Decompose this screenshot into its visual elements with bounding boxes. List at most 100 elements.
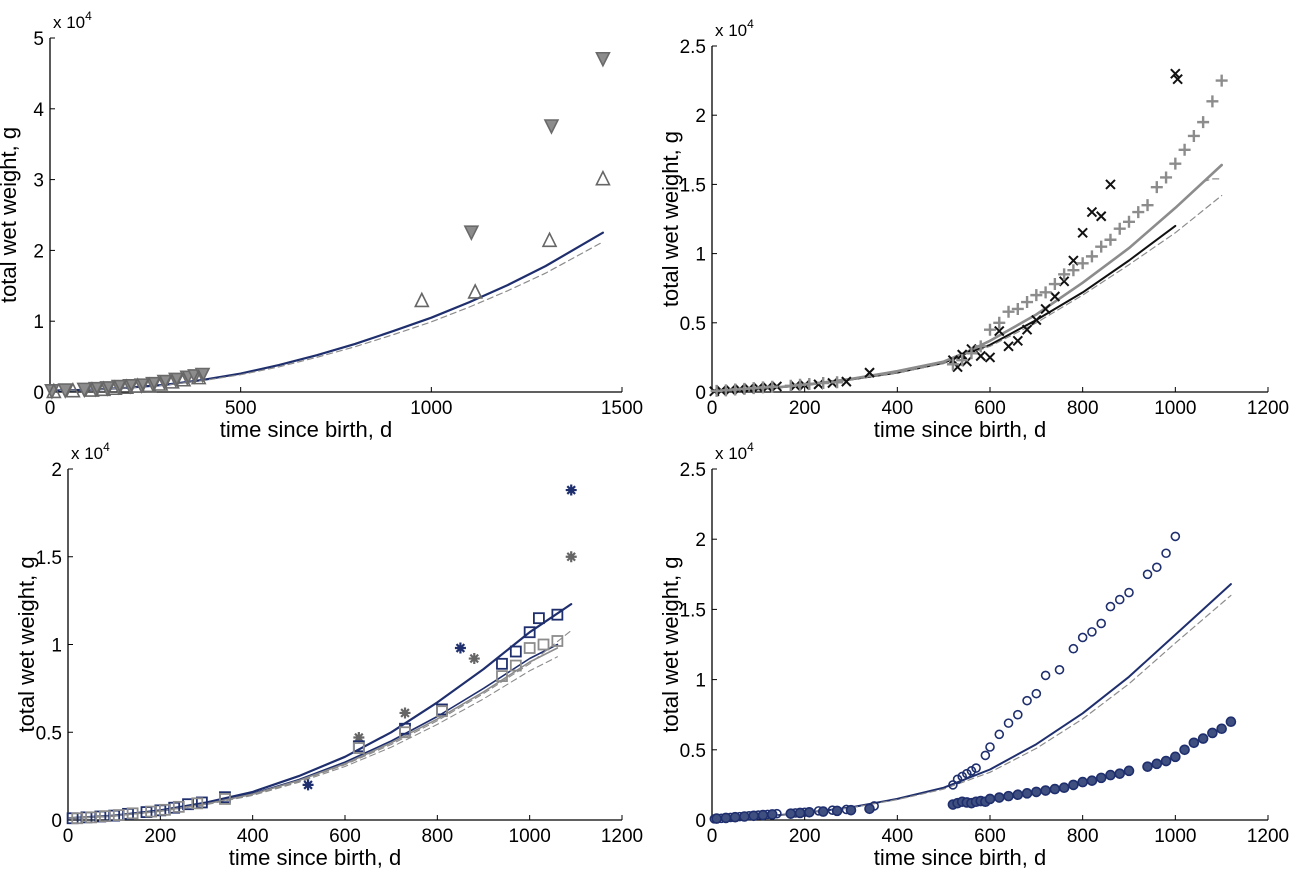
marker-circle-31	[1087, 627, 1097, 637]
series-line-5	[68, 602, 573, 820]
y-tick-label: 0	[695, 811, 706, 832]
marker-star-0	[302, 779, 314, 791]
marker-square-1	[85, 811, 97, 824]
marker-x-30	[1077, 227, 1088, 239]
marker-circle-26	[1031, 688, 1042, 699]
marker-circle-25	[1012, 789, 1024, 801]
marker-circle-32	[1077, 776, 1088, 788]
marker-x-12	[841, 376, 852, 387]
series-points-2	[711, 716, 1237, 824]
marker-circle-3	[739, 811, 750, 822]
marker-circle-24	[1003, 790, 1014, 802]
marker-plus-28	[1095, 240, 1108, 253]
x-tick-label: 1000	[1154, 826, 1196, 847]
marker-circle-31	[1068, 779, 1079, 791]
series-points-2	[414, 169, 611, 308]
marker-plus-6	[766, 380, 779, 393]
marker-square-14	[509, 659, 522, 672]
marker-plus-18	[1002, 305, 1015, 318]
x-tick-label: 800	[1067, 398, 1099, 419]
marker-circle-13	[864, 803, 875, 815]
marker-plus-33	[1141, 199, 1154, 212]
marker-circle-40	[1160, 755, 1172, 767]
marker-plus-19	[1011, 302, 1024, 315]
marker-plus-27	[1085, 250, 1098, 263]
marker-star-3	[565, 551, 577, 563]
series-points-4	[71, 635, 564, 825]
marker-circle-11	[831, 805, 843, 817]
marker-circle-22	[984, 793, 996, 805]
marker-square-2	[99, 810, 111, 823]
x-tick-label: 1000	[410, 398, 452, 419]
chart-panel-2: 0 200 400 600 800 1000 1200 0 0.5 1 1.5 2 2.5 x 104 ti…	[658, 17, 1289, 442]
marker-circle-9	[803, 806, 815, 818]
y-tick-label: 2.5	[680, 37, 706, 58]
marker-square-17	[533, 612, 545, 625]
marker-star-1	[399, 707, 411, 719]
y-tick-label: 0.5	[680, 314, 706, 335]
marker-circle-29	[1049, 783, 1061, 795]
y-axis-label: total wet weight, g	[658, 556, 683, 732]
marker-square-13	[496, 670, 508, 682]
series-points-4	[46, 368, 207, 399]
y-tick-label: 0.5	[680, 741, 706, 762]
marker-triangle-up-0	[46, 382, 62, 399]
marker-triangle-up-3	[95, 380, 112, 397]
series-points-2	[353, 551, 577, 744]
marker-square-5	[145, 805, 158, 818]
marker-x-24	[1021, 324, 1033, 335]
y-tick-label: 1.5	[680, 600, 706, 621]
chart-panel-4: 0 200 400 600 800 1000 1200 0 0.5 1 1.5 2 2.5 x 104 ti…	[658, 440, 1289, 870]
marker-triangle-up-9	[164, 373, 180, 389]
x-tick-label: 800	[421, 826, 453, 847]
marker-square-9	[219, 793, 231, 805]
marker-circle-34	[1095, 772, 1107, 784]
marker-square-12	[436, 705, 448, 718]
series-line-7	[68, 647, 559, 820]
marker-circle-25	[1022, 695, 1032, 706]
marker-circle-37	[1152, 562, 1162, 573]
axis-exponent-label: x 104	[53, 9, 92, 32]
marker-x-26	[1040, 303, 1051, 315]
marker-x-25	[1031, 314, 1042, 326]
marker-square-11	[399, 726, 411, 739]
y-tick-label: 0	[51, 811, 62, 832]
marker-circle-8	[794, 807, 806, 819]
marker-plus-9	[803, 377, 816, 390]
marker-square-17	[551, 635, 564, 647]
marker-circle-30	[1058, 782, 1070, 794]
marker-plus-41	[1215, 74, 1228, 87]
marker-triangle-up-4	[107, 379, 123, 396]
marker-circle-20	[980, 750, 991, 761]
y-axis-label: total wet weight, g	[0, 127, 21, 303]
x-tick-label: 1200	[1247, 826, 1289, 847]
marker-circle-35	[1105, 769, 1116, 781]
marker-plus-11	[831, 376, 844, 389]
marker-circle-14	[948, 780, 958, 790]
marker-square-15	[523, 642, 536, 654]
y-tick-label: 2	[33, 241, 44, 262]
marker-circle-2	[729, 811, 741, 823]
y-tick-label: 3	[33, 171, 44, 192]
marker-square-15	[509, 645, 522, 658]
axis-exponent-label: x 104	[715, 440, 754, 463]
series-points-3	[66, 608, 564, 825]
marker-circle-27	[1040, 670, 1051, 681]
x-axis-label: time since birth, d	[874, 845, 1046, 870]
marker-plus-35	[1160, 171, 1173, 184]
marker-triangle-down-0	[463, 225, 480, 241]
marker-circle-24	[1012, 709, 1023, 720]
axis-exponent-label: x 104	[715, 17, 754, 40]
marker-square-4	[126, 807, 139, 820]
marker-circle-23	[1003, 718, 1014, 728]
marker-circle-12	[845, 804, 857, 816]
marker-square-16	[523, 626, 536, 639]
y-tick-label: 1	[33, 312, 44, 333]
marker-triangle-up-0	[414, 291, 430, 308]
marker-square-6	[159, 803, 171, 816]
marker-plus-10	[817, 377, 830, 390]
marker-circle-4	[748, 810, 760, 822]
x-tick-label: 200	[789, 826, 821, 847]
series-line-6	[50, 241, 604, 392]
marker-plus-25	[1067, 264, 1080, 277]
